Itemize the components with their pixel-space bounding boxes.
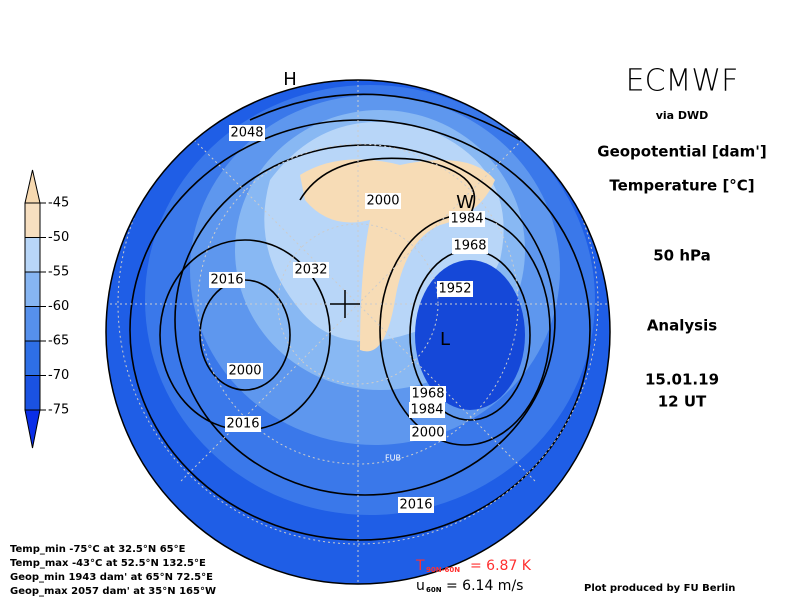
colorbar-band [24,375,41,411]
credit: Plot produced by FU Berlin [584,583,735,594]
colorbar-band [24,237,41,273]
colorbar-band [24,306,41,342]
contour-label-box [365,193,401,209]
contour-label: 2016 [399,498,432,513]
contour-label: 2000 [411,426,444,441]
cold-core [415,260,525,410]
colorbar-label: -55 [48,265,69,280]
indices: T 90N-60N = 6.87 K u 60N = 6.14 m/s [415,558,532,594]
colorbar-label: -45 [48,196,69,211]
colorbar-band [24,271,41,307]
contour-label: 2016 [210,273,243,288]
contour-label: 1968 [453,239,486,254]
colorbar-arrow [24,409,41,449]
date: 15.01.19 [645,371,719,389]
colorbar-label: -50 [48,230,69,245]
time: 12 UT [658,393,707,411]
contour-label-box [293,262,329,278]
contour-label-box [410,386,446,402]
contours [129,93,591,541]
stat-line: Temp_max -43°C at 52.5°N 132.5°E [10,558,206,569]
map-marker: H [283,69,297,90]
contour-label-box [452,238,488,254]
contour-label: 2016 [226,417,259,432]
colorbar-label: -65 [48,334,69,349]
map-marker: FUB [385,454,401,463]
contour-label: 2000 [366,194,399,209]
contour-label: 2048 [230,126,263,141]
title: ECMWF [626,64,739,99]
field-label: Geopotential [dam'] [597,143,766,161]
source: via DWD [656,109,709,122]
index-value: = 6.87 K [470,558,532,574]
stat-line: Temp_min -75°C at 32.5°N 65°E [10,544,186,555]
contour-label-box [437,281,473,297]
colorbar-label: -70 [48,368,69,383]
contour-label: 1952 [438,282,471,297]
map-marker: L [440,329,450,350]
contour-label: 2000 [228,364,261,379]
colorbar-label: -60 [48,299,69,314]
contour-label: 1984 [450,212,483,227]
analysis-type: Analysis [647,317,717,335]
contour-label-box [227,363,263,379]
index-sub: 60N [426,586,442,594]
index-symbol: u [416,578,425,594]
contour-label-box [209,272,245,288]
stats: Temp_min -75°C at 32.5°N 65°E Temp_max -… [10,544,216,597]
index-value: = 6.14 m/s [446,578,523,594]
contour-label-box [410,425,446,441]
index-sub: 90N-60N [426,566,460,574]
contour-label-box [225,416,261,432]
colorbar-label: -75 [48,403,69,418]
pole-cross [330,290,360,318]
index-symbol: T [415,558,425,574]
stat-line: Geop_min 1943 dam' at 65°N 72.5°E [10,572,213,583]
colorbar-band [24,202,41,238]
map-marker: W [456,192,474,213]
contour-label: 1984 [410,403,443,418]
contour-label-box [398,497,434,513]
field-label: Temperature [°C] [609,177,754,195]
contour-label: 2032 [294,263,327,278]
contour-label: 1968 [411,387,444,402]
warm-area [300,159,495,352]
contour-label-box [449,211,485,227]
colorbar-band [24,340,41,376]
contour-label-box [229,125,265,141]
contour-label-box [409,402,445,418]
polar-map [106,80,610,584]
map-border [105,79,611,585]
stat-line: Geop_max 2057 dam' at 35°N 165°W [10,586,216,597]
level: 50 hPa [653,247,711,265]
colorbar-arrow [24,169,41,204]
